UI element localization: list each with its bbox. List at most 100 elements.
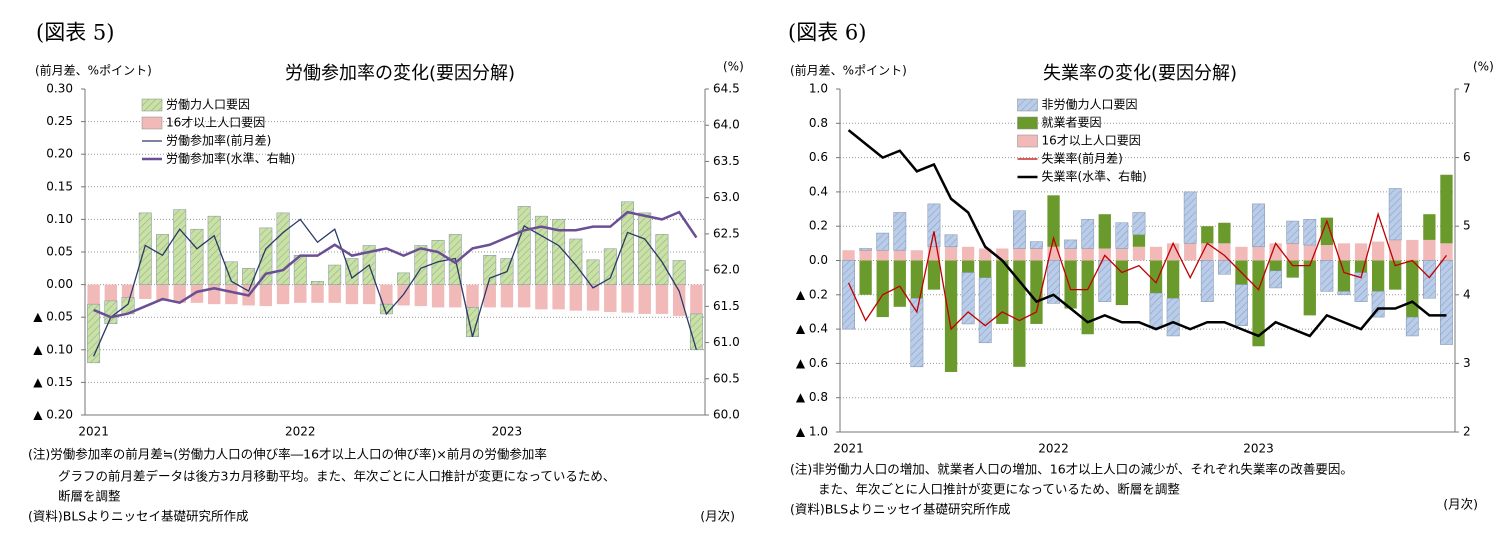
bar: [859, 250, 872, 261]
y2-tick-label: 3: [1463, 356, 1471, 370]
bar: [259, 284, 273, 307]
bar: [944, 260, 958, 372]
bar: [569, 284, 583, 311]
bar: [1200, 260, 1214, 302]
y2-tick-label: 63.5: [713, 154, 740, 168]
bar: [621, 201, 634, 285]
y2-tick-label: 61.5: [713, 299, 740, 313]
bar: [1201, 226, 1214, 244]
x-unit: (月次): [1443, 497, 1478, 512]
bar: [397, 272, 411, 285]
line: [93, 218, 698, 357]
x-tick-label: 2022: [1038, 442, 1069, 456]
bar: [1064, 239, 1078, 249]
bar: [1389, 239, 1402, 261]
bar: [311, 281, 324, 285]
bar: [1405, 316, 1419, 337]
bar: [978, 277, 992, 344]
bar: [672, 260, 686, 285]
bar: [979, 248, 992, 261]
bar: [1337, 291, 1351, 296]
bar: [1166, 243, 1180, 261]
bar: [1406, 239, 1419, 261]
bar: [1149, 292, 1163, 328]
bar: [1354, 260, 1368, 273]
bar: [190, 228, 204, 285]
bar: [1030, 248, 1043, 261]
y-tick-label: ▲ 0.20: [33, 408, 73, 422]
bar: [1149, 246, 1163, 261]
bar: [156, 284, 169, 301]
bar: [961, 260, 975, 273]
note: グラフの前月差データは後方3カ月移動平均。また、年次ごとに人口推計が変更になって…: [58, 469, 615, 484]
bar: [1132, 234, 1146, 247]
legend-swatch: [1017, 116, 1038, 130]
bar: [1389, 260, 1402, 290]
bar: [517, 284, 531, 308]
y2-axis-label: (%): [723, 60, 744, 74]
bar: [414, 284, 428, 307]
y-tick-label: ▲ 0.15: [33, 375, 73, 389]
bar: [259, 227, 273, 285]
bar: [1269, 260, 1282, 271]
bar: [1303, 260, 1316, 316]
bar: [345, 258, 359, 285]
bar: [655, 234, 669, 285]
source: (資料)BLSよりニッセイ基礎研究所作成: [790, 502, 1010, 517]
y-tick-label: ▲ 0.8: [796, 390, 828, 404]
bar: [842, 260, 855, 330]
bar: [1098, 214, 1111, 249]
bar: [1320, 245, 1334, 261]
y-tick-label: ▲ 0.2: [796, 287, 828, 301]
bar: [690, 284, 703, 314]
bar: [672, 284, 686, 316]
y-tick-label: 0.8: [809, 116, 828, 130]
legend-label: 失業率(水準、右軸): [1042, 169, 1147, 184]
legend-label: 労働参加率(前月差): [166, 133, 271, 148]
y-tick-label: 0.6: [809, 150, 828, 164]
bar: [1184, 243, 1197, 261]
bar: [876, 250, 889, 261]
bar: [1423, 214, 1436, 240]
note: (注)非労働力人口の増加、就業者人口の増加、16才以上人口の減少が、それぞれ失業…: [790, 462, 1353, 477]
bar: [276, 212, 290, 285]
legend-label: 16才以上人口要因: [1042, 134, 1141, 148]
bar: [1098, 260, 1112, 302]
bar: [961, 272, 975, 325]
y2-tick-label: 4: [1463, 287, 1471, 301]
y-tick-label: ▲ 0.6: [796, 356, 828, 370]
bar: [535, 284, 548, 310]
note: 断層を調整: [58, 489, 121, 504]
note: (注)労働参加率の前月差≒(労働力人口の伸び率―16才以上人口の伸び率)×前月の…: [28, 447, 547, 462]
bar: [173, 209, 187, 285]
bar: [1166, 297, 1180, 337]
bar: [944, 246, 958, 261]
bar: [345, 284, 359, 305]
bar: [893, 250, 906, 261]
bar: [961, 246, 975, 261]
bar: [1320, 217, 1334, 246]
bar: [483, 284, 496, 308]
line: [847, 129, 1447, 338]
legend-swatch: [1017, 134, 1038, 148]
y2-tick-label: 62.0: [713, 263, 740, 277]
bar: [996, 248, 1009, 261]
bar: [1013, 260, 1026, 367]
bar: [294, 284, 307, 303]
bar: [1217, 260, 1231, 275]
bar: [466, 284, 479, 308]
figure-label: (図表 5): [36, 21, 114, 45]
bar: [859, 260, 872, 295]
legend-swatch: [141, 98, 163, 112]
bar: [910, 297, 924, 368]
bar: [1012, 210, 1026, 249]
bar: [1252, 203, 1265, 248]
y2-tick-label: 63.0: [713, 190, 740, 204]
bar: [621, 284, 634, 313]
y-tick-label: 0.15: [46, 179, 73, 193]
y-tick-label: 0.30: [46, 82, 73, 96]
bar: [876, 232, 890, 251]
bar: [1013, 248, 1026, 261]
legend-label: 非労働力人口要因: [1042, 98, 1138, 112]
bar: [414, 245, 428, 285]
